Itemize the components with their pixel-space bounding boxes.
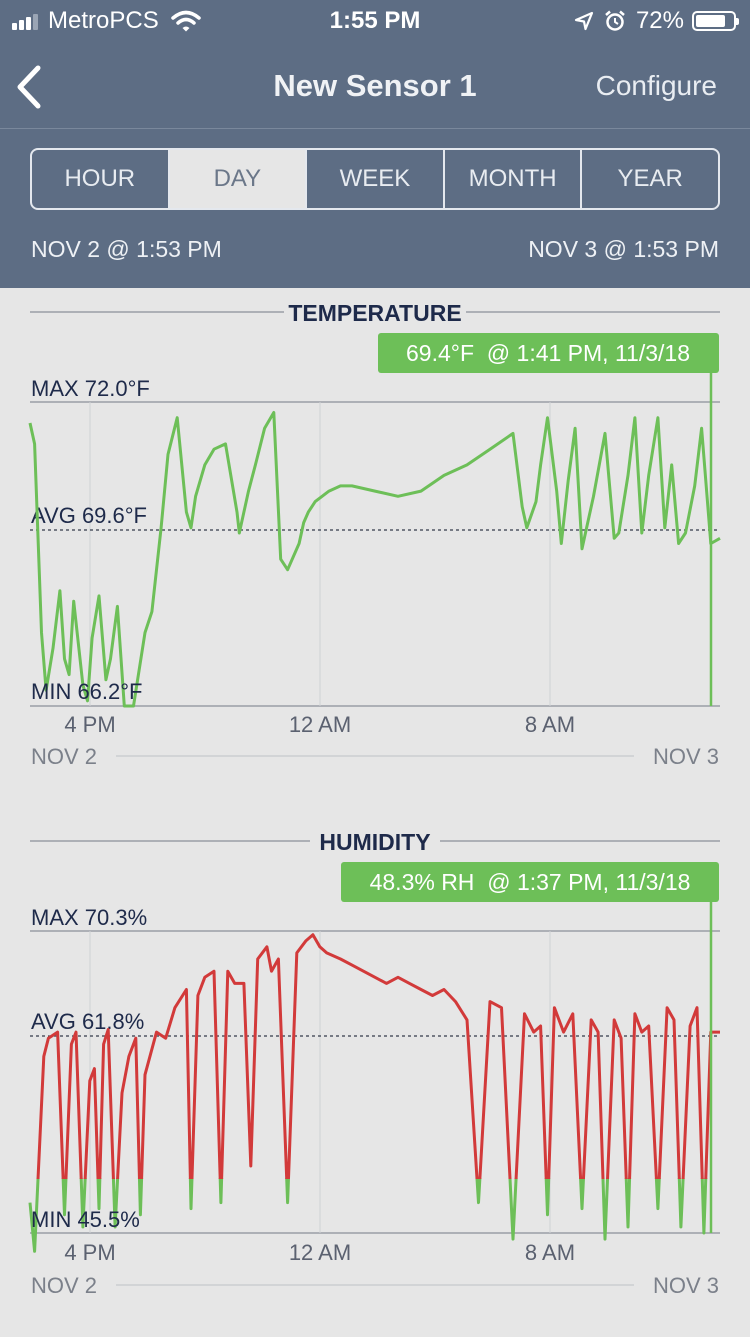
status-bar: MetroPCS 1:55 PM 72% <box>0 0 750 40</box>
humidity-chart: HUMIDITY 48.3% RH @ 1:37 PM, 11/3/18 MAX… <box>28 829 720 1298</box>
configure-button[interactable]: Configure <box>595 70 717 101</box>
humidity-tooltip: 48.3% RH @ 1:37 PM, 11/3/18 <box>370 869 691 895</box>
range-end: NOV 3 @ 1:53 PM <box>528 236 719 262</box>
battery-icon <box>692 11 739 31</box>
temperature-title: TEMPERATURE <box>288 300 461 326</box>
temperature-avg-label: AVG 69.6°F <box>31 503 147 528</box>
humidity-xtick-12am: 12 AM <box>289 1240 351 1265</box>
location-icon <box>574 11 594 31</box>
temperature-date-right: NOV 3 <box>653 744 719 769</box>
humidity-date-right: NOV 3 <box>653 1273 719 1298</box>
humidity-max-label: MAX 70.3% <box>31 905 147 930</box>
tab-hour[interactable]: HOUR <box>32 150 170 208</box>
temperature-tooltip: 69.4°F @ 1:41 PM, 11/3/18 <box>406 340 690 366</box>
humidity-tooltip-bg <box>341 862 719 902</box>
temperature-xtick-8am: 8 AM <box>525 712 575 737</box>
tab-day[interactable]: DAY <box>169 150 308 208</box>
status-time: 1:55 PM <box>329 7 421 34</box>
tab-month[interactable]: MONTH <box>445 150 583 208</box>
temperature-xtick-12am: 12 AM <box>289 712 351 737</box>
signal-icon <box>12 12 40 30</box>
humidity-series-low-segment <box>28 1178 708 1253</box>
alarm-icon <box>605 10 625 31</box>
humidity-series-line <box>36 933 720 1179</box>
humidity-xtick-8am: 8 AM <box>525 1240 575 1265</box>
carrier-label: MetroPCS <box>48 7 159 34</box>
nav-divider <box>0 128 750 129</box>
time-range-segmented-control: HOUR DAY WEEK MONTH YEAR <box>30 148 720 210</box>
humidity-avg-label: AVG 61.8% <box>31 1009 144 1034</box>
range-start: NOV 2 @ 1:53 PM <box>31 236 222 262</box>
tab-year[interactable]: YEAR <box>617 165 683 192</box>
humidity-title: HUMIDITY <box>319 829 430 855</box>
humidity-min-label: MIN 45.5% <box>31 1207 140 1232</box>
temperature-max-label: MAX 72.0°F <box>31 376 150 401</box>
temperature-xtick-4pm: 4 PM <box>64 712 115 737</box>
humidity-date-left: NOV 2 <box>31 1273 97 1298</box>
nav-bar: New Sensor 1 Configure <box>0 50 750 122</box>
temperature-chart: TEMPERATURE 69.4°F @ 1:41 PM, 11/3/18 MA… <box>28 300 721 769</box>
tab-week[interactable]: WEEK <box>307 150 445 208</box>
temperature-min-label: MIN 66.2°F <box>31 679 143 704</box>
header: MetroPCS 1:55 PM 72% New Sensor 1 <box>0 0 750 288</box>
back-chevron-icon[interactable] <box>14 62 54 112</box>
temperature-series-line <box>28 411 721 708</box>
battery-percent: 72% <box>635 7 684 34</box>
wifi-icon <box>170 10 201 32</box>
temperature-tooltip-bg <box>378 333 719 373</box>
humidity-xtick-4pm: 4 PM <box>64 1240 115 1265</box>
temperature-date-left: NOV 2 <box>31 744 97 769</box>
